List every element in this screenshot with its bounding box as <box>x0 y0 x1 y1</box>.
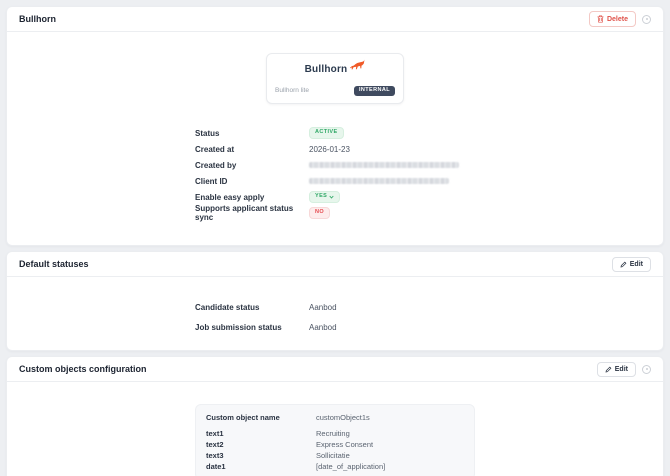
field-label: Supports applicant status sync <box>195 204 294 222</box>
field-row-job-submission-status: Job submission status Aanbod <box>195 317 475 337</box>
bullhorn-card: Bullhorn Delete Bullhorn <box>6 6 664 246</box>
row-label: text1 <box>206 429 224 438</box>
row-value: [date_of_application] <box>316 462 386 471</box>
table-row-text2: text2 Express Consent <box>206 439 464 450</box>
trash-icon <box>597 15 604 23</box>
internal-badge: INTERNAL <box>353 85 395 96</box>
integration-subtitle: Bullhorn lite <box>275 87 309 95</box>
field-row-created-by: Created by <box>195 157 475 173</box>
delete-button-label: Delete <box>606 15 628 23</box>
field-label: Status <box>195 128 220 138</box>
client-id-redacted-value <box>309 178 449 184</box>
chevron-down-icon <box>329 195 334 199</box>
bull-icon <box>348 59 365 71</box>
bullhorn-logo-text: Bullhorn <box>304 64 348 75</box>
logo-row: Bullhorn <box>275 59 395 75</box>
bullhorn-card-header: Bullhorn Delete <box>7 7 663 32</box>
logo-meta-row: Bullhorn lite INTERNAL <box>275 85 395 96</box>
pencil-icon <box>605 366 612 373</box>
row-value: Recruiting <box>316 429 350 438</box>
custom-objects-card: Custom objects configuration Edit Custom… <box>6 356 664 476</box>
field-row-candidate-status: Candidate status Aanbod <box>195 297 475 317</box>
field-label: Job submission status <box>195 322 282 332</box>
custom-objects-table: Custom object name customObject1s text1 … <box>195 404 475 476</box>
info-icon[interactable] <box>642 14 651 24</box>
candidate-status-value: Aanbod <box>309 302 337 312</box>
field-label: Client ID <box>195 176 228 186</box>
section-title-bullhorn: Bullhorn <box>19 14 56 24</box>
field-label: Created at <box>195 144 235 154</box>
table-row-text3: text3 Sollicitatie <box>206 450 464 461</box>
field-row-status-sync: Supports applicant status sync NO <box>195 204 475 222</box>
field-row-status: Status ACTIVE <box>195 125 475 141</box>
pencil-icon <box>620 261 627 268</box>
custom-object-name-label: Custom object name <box>206 413 280 422</box>
easy-apply-dropdown[interactable]: YES <box>309 190 341 204</box>
row-value: Express Consent <box>316 440 374 449</box>
section-title-default-statuses: Default statuses <box>19 259 89 269</box>
row-label: text2 <box>206 440 224 449</box>
field-row-easy-apply: Enable easy apply YES <box>195 189 475 205</box>
info-icon[interactable] <box>642 364 651 374</box>
integration-logo-card: Bullhorn Bullhorn lite INTERNAL <box>266 53 404 104</box>
status-badge: ACTIVE <box>309 126 344 140</box>
bullhorn-fields: Status ACTIVE Created at 2026-01-23 Crea… <box>195 125 475 245</box>
bullhorn-header-actions: Delete <box>588 11 651 27</box>
row-label: date1 <box>206 462 226 471</box>
delete-button[interactable]: Delete <box>588 11 636 27</box>
default-statuses-card: Default statuses Edit Candidate status A… <box>6 251 664 351</box>
row-label: text3 <box>206 451 224 460</box>
created-by-redacted-value <box>309 162 459 168</box>
field-label: Created by <box>195 160 237 170</box>
default-statuses-header: Default statuses Edit <box>7 252 663 277</box>
custom-object-name-row: Custom object name customObject1s <box>206 411 464 424</box>
table-row-date1: date1 [date_of_application] <box>206 461 464 472</box>
field-row-created-at: Created at 2026-01-23 <box>195 141 475 157</box>
row-value: Sollicitatie <box>316 451 350 460</box>
edit-button-label: Edit <box>629 260 643 268</box>
table-row-text1: text1 Recruiting <box>206 428 464 439</box>
edit-button-label: Edit <box>614 365 628 373</box>
status-sync-badge: NO <box>309 206 331 220</box>
field-row-client-id: Client ID <box>195 173 475 189</box>
edit-statuses-button[interactable]: Edit <box>611 256 651 272</box>
easy-apply-value: YES <box>315 193 328 200</box>
edit-custom-objects-button[interactable]: Edit <box>596 361 636 377</box>
custom-object-name-value: customObject1s <box>316 413 370 422</box>
job-submission-status-value: Aanbod <box>309 322 337 332</box>
field-label: Candidate status <box>195 302 260 312</box>
section-title-custom-objects: Custom objects configuration <box>19 364 147 374</box>
custom-objects-header: Custom objects configuration Edit <box>7 357 663 382</box>
field-label: Enable easy apply <box>195 192 265 202</box>
created-at-value: 2026-01-23 <box>309 144 350 154</box>
bullhorn-logo: Bullhorn <box>304 59 366 75</box>
default-statuses-fields: Candidate status Aanbod Job submission s… <box>195 297 475 350</box>
